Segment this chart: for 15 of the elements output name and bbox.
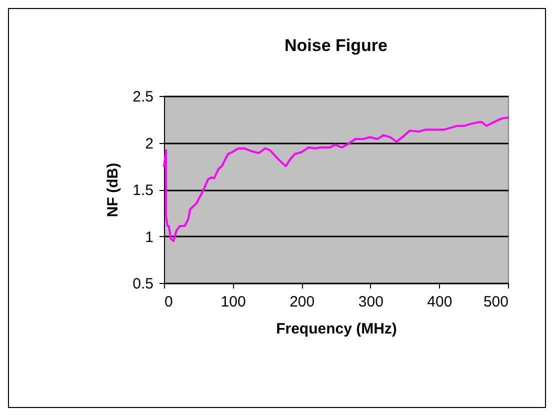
y-tick-label: 0.5 — [132, 276, 154, 292]
x-tick-label: 100 — [220, 294, 246, 310]
chart-title: Noise Figure — [284, 36, 388, 55]
x-tick-label: 0 — [164, 294, 173, 310]
x-tick-label: 500 — [483, 294, 508, 310]
line-series — [163, 116, 509, 242]
x-tick-label: 200 — [290, 294, 315, 310]
y-axis-title: NF (dB) — [104, 162, 122, 218]
y-tick-label: 2 — [145, 135, 154, 152]
x-axis-title: Frequency (MHz) — [276, 320, 397, 338]
y-tick-label: 2.5 — [132, 88, 154, 106]
x-tick-label: 400 — [427, 294, 452, 310]
y-tick-label: 1.5 — [132, 182, 154, 199]
x-tick-label: 300 — [358, 294, 384, 310]
y-tick-label: 1 — [145, 228, 154, 246]
